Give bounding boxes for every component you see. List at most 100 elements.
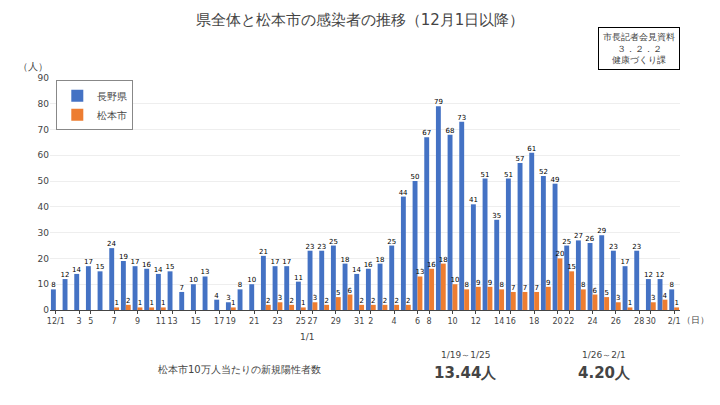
svg-text:1: 1 bbox=[161, 299, 165, 307]
svg-text:2: 2 bbox=[368, 317, 373, 326]
svg-text:8: 8 bbox=[464, 281, 468, 289]
svg-text:51: 51 bbox=[481, 171, 490, 179]
svg-text:3: 3 bbox=[278, 294, 282, 302]
svg-text:5: 5 bbox=[336, 289, 340, 297]
svg-text:15: 15 bbox=[166, 263, 175, 271]
svg-text:10: 10 bbox=[450, 276, 459, 284]
svg-text:70: 70 bbox=[38, 125, 50, 135]
svg-text:18: 18 bbox=[376, 256, 385, 264]
svg-text:2: 2 bbox=[324, 297, 328, 305]
svg-text:14: 14 bbox=[352, 266, 361, 274]
svg-text:14: 14 bbox=[494, 317, 504, 326]
svg-text:1: 1 bbox=[149, 299, 153, 307]
svg-text:2: 2 bbox=[383, 297, 387, 305]
svg-text:（人）: （人） bbox=[18, 61, 48, 72]
svg-text:長野県: 長野県 bbox=[97, 91, 127, 102]
svg-text:8: 8 bbox=[51, 281, 55, 289]
svg-text:4.20人: 4.20人 bbox=[578, 364, 631, 382]
svg-text:松本市: 松本市 bbox=[97, 110, 127, 121]
svg-text:17: 17 bbox=[131, 258, 140, 266]
svg-text:20: 20 bbox=[552, 317, 562, 326]
svg-text:12: 12 bbox=[61, 271, 70, 279]
svg-text:21: 21 bbox=[249, 317, 259, 326]
svg-text:8: 8 bbox=[238, 281, 242, 289]
svg-text:（日）: （日） bbox=[682, 315, 709, 325]
svg-text:26: 26 bbox=[585, 235, 594, 243]
svg-text:20: 20 bbox=[555, 250, 564, 258]
svg-text:13: 13 bbox=[167, 317, 177, 326]
svg-text:9: 9 bbox=[546, 279, 550, 287]
svg-text:79: 79 bbox=[434, 98, 443, 106]
svg-text:57: 57 bbox=[516, 155, 525, 163]
svg-text:15: 15 bbox=[96, 263, 105, 271]
svg-text:12: 12 bbox=[644, 271, 653, 279]
svg-text:県全体と松本市の感染者の推移（12月1日以降）: 県全体と松本市の感染者の推移（12月1日以降） bbox=[196, 11, 525, 29]
svg-text:2: 2 bbox=[406, 297, 410, 305]
svg-text:9: 9 bbox=[476, 279, 480, 287]
svg-text:6: 6 bbox=[347, 287, 352, 295]
svg-text:18: 18 bbox=[439, 256, 448, 264]
svg-text:1: 1 bbox=[231, 299, 235, 307]
svg-text:1/26～2/1: 1/26～2/1 bbox=[582, 350, 626, 360]
svg-text:16: 16 bbox=[142, 261, 151, 269]
svg-text:12/1: 12/1 bbox=[47, 317, 65, 326]
svg-text:44: 44 bbox=[399, 189, 408, 197]
svg-text:8: 8 bbox=[499, 281, 503, 289]
svg-text:16: 16 bbox=[364, 261, 373, 269]
svg-text:17: 17 bbox=[214, 317, 224, 326]
svg-text:3: 3 bbox=[651, 294, 655, 302]
svg-text:6: 6 bbox=[592, 287, 597, 295]
svg-text:50: 50 bbox=[411, 173, 420, 181]
svg-text:73: 73 bbox=[457, 114, 466, 122]
svg-text:18: 18 bbox=[341, 256, 350, 264]
svg-text:5: 5 bbox=[604, 289, 608, 297]
svg-text:13: 13 bbox=[201, 268, 210, 276]
svg-text:25: 25 bbox=[296, 317, 306, 326]
svg-text:7: 7 bbox=[179, 284, 183, 292]
svg-text:17: 17 bbox=[84, 258, 93, 266]
svg-text:12: 12 bbox=[471, 317, 481, 326]
svg-text:23: 23 bbox=[632, 243, 641, 251]
svg-text:67: 67 bbox=[422, 129, 431, 137]
svg-text:24: 24 bbox=[107, 240, 116, 248]
svg-text:16: 16 bbox=[427, 261, 436, 269]
svg-text:1: 1 bbox=[628, 299, 632, 307]
svg-text:49: 49 bbox=[551, 176, 560, 184]
svg-text:23: 23 bbox=[272, 317, 282, 326]
svg-text:市長記者会見資料３．２．２健康づくり課: 市長記者会見資料３．２．２健康づくり課 bbox=[603, 32, 675, 65]
svg-text:3: 3 bbox=[77, 317, 82, 326]
svg-text:1: 1 bbox=[114, 299, 118, 307]
svg-text:1: 1 bbox=[301, 299, 305, 307]
svg-text:9: 9 bbox=[135, 317, 140, 326]
svg-text:9: 9 bbox=[488, 279, 492, 287]
svg-text:17: 17 bbox=[271, 258, 280, 266]
svg-text:41: 41 bbox=[469, 196, 478, 204]
svg-text:松本市10万人当たりの新規陽性者数: 松本市10万人当たりの新規陽性者数 bbox=[158, 364, 321, 375]
svg-text:8: 8 bbox=[427, 317, 432, 326]
svg-text:25: 25 bbox=[562, 238, 571, 246]
svg-text:2/1: 2/1 bbox=[668, 317, 681, 326]
svg-text:10: 10 bbox=[247, 276, 256, 284]
svg-text:17: 17 bbox=[282, 258, 291, 266]
svg-text:22: 22 bbox=[564, 317, 574, 326]
svg-text:7: 7 bbox=[534, 284, 538, 292]
svg-text:13.44人: 13.44人 bbox=[434, 364, 497, 382]
svg-text:23: 23 bbox=[317, 243, 326, 251]
svg-text:8: 8 bbox=[669, 281, 673, 289]
svg-text:27: 27 bbox=[574, 232, 583, 240]
svg-text:23: 23 bbox=[306, 243, 315, 251]
svg-text:4: 4 bbox=[214, 292, 219, 300]
svg-text:3: 3 bbox=[313, 294, 317, 302]
svg-text:11: 11 bbox=[156, 317, 166, 326]
svg-text:14: 14 bbox=[72, 266, 81, 274]
svg-text:2: 2 bbox=[266, 297, 270, 305]
svg-text:24: 24 bbox=[587, 317, 597, 326]
svg-text:29: 29 bbox=[331, 317, 341, 326]
svg-text:5: 5 bbox=[88, 317, 93, 326]
svg-text:3: 3 bbox=[226, 294, 230, 302]
svg-text:10: 10 bbox=[189, 276, 198, 284]
svg-text:68: 68 bbox=[446, 127, 455, 135]
svg-text:2: 2 bbox=[289, 297, 293, 305]
svg-text:14: 14 bbox=[154, 266, 163, 274]
svg-text:1/1: 1/1 bbox=[300, 332, 314, 342]
